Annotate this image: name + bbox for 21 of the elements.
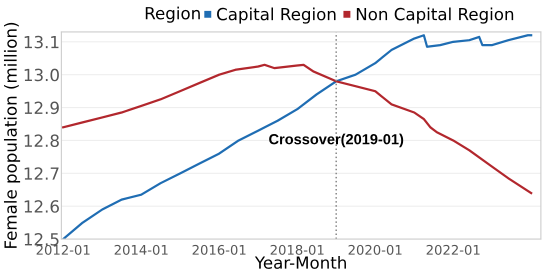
legend-label: Non Capital Region [356,8,514,24]
x-tick-label: 2020-01 [348,244,402,255]
y-tick-label: 12.7 [24,167,59,180]
line-series [62,34,532,240]
y-axis-title: Female population (million) [4,22,20,248]
x-tick-label: 2012-01 [36,244,90,255]
x-tick-label: 2018-01 [270,244,324,255]
legend-label: Capital Region [217,8,336,24]
x-tick-label: 2016-01 [192,244,246,255]
y-tick-label: 12.8 [24,134,59,148]
y-tick-label: 12.6 [24,200,59,213]
annotation: Crossover(2019-01) [269,134,404,148]
x-tick-label: 2014-01 [114,244,168,255]
y-tick-label: 13.0 [24,68,59,82]
x-tick-label: 2022-01 [426,244,480,255]
y-tick-label: 13.1 [24,36,58,48]
y-tick-label: 12.9 [24,102,59,114]
legend-title: Region [146,6,200,23]
x-axis-title: Year-Month [254,256,346,269]
line-series [62,64,532,194]
y-tick-label: 12.5 [24,233,59,246]
